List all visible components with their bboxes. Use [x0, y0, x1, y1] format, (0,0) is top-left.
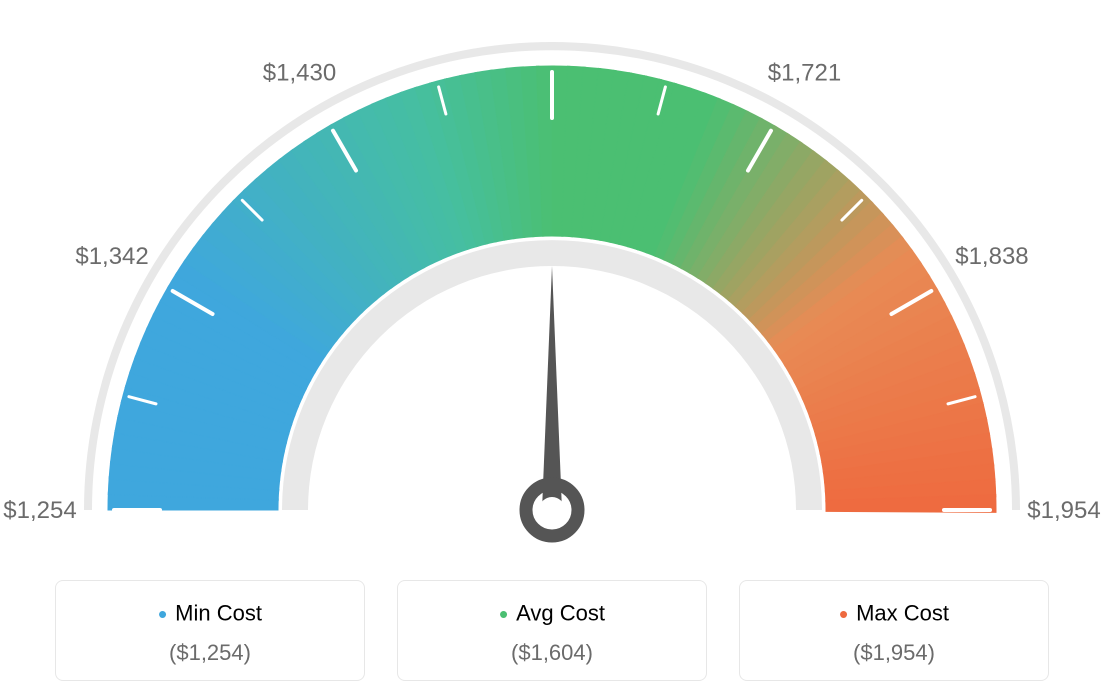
- gauge-svg: $1,254$1,342$1,430$1,604$1,721$1,838$1,9…: [0, 30, 1104, 570]
- legend-max-value: ($1,954): [740, 640, 1048, 666]
- legend-avg-dot: •: [499, 599, 508, 629]
- legend-avg-label: Avg Cost: [516, 600, 605, 625]
- gauge-tick-label: $1,254: [3, 497, 76, 524]
- legend-avg-title: • Avg Cost: [398, 599, 706, 630]
- legend-card-avg: • Avg Cost ($1,604): [397, 580, 707, 681]
- gauge-tick-label: $1,342: [75, 243, 148, 270]
- legend-max-title: • Max Cost: [740, 599, 1048, 630]
- legend-min-title: • Min Cost: [56, 599, 364, 630]
- gauge-tick-label: $1,721: [768, 60, 841, 87]
- legend-card-max: • Max Cost ($1,954): [739, 580, 1049, 681]
- gauge-tick-label: $1,430: [263, 60, 336, 87]
- gauge-needle: [526, 266, 578, 536]
- legend-card-min: • Min Cost ($1,254): [55, 580, 365, 681]
- legend-avg-value: ($1,604): [398, 640, 706, 666]
- legend-min-label: Min Cost: [175, 600, 262, 625]
- legend-min-dot: •: [158, 599, 167, 629]
- legend-min-value: ($1,254): [56, 640, 364, 666]
- gauge-tick-label: $1,954: [1027, 497, 1100, 524]
- legend-max-label: Max Cost: [856, 600, 949, 625]
- legend-row: • Min Cost ($1,254) • Avg Cost ($1,604) • M…: [55, 580, 1049, 681]
- gauge-tick-label: $1,838: [955, 243, 1028, 270]
- legend-max-dot: •: [839, 599, 848, 629]
- cost-gauge: $1,254$1,342$1,430$1,604$1,721$1,838$1,9…: [0, 30, 1104, 570]
